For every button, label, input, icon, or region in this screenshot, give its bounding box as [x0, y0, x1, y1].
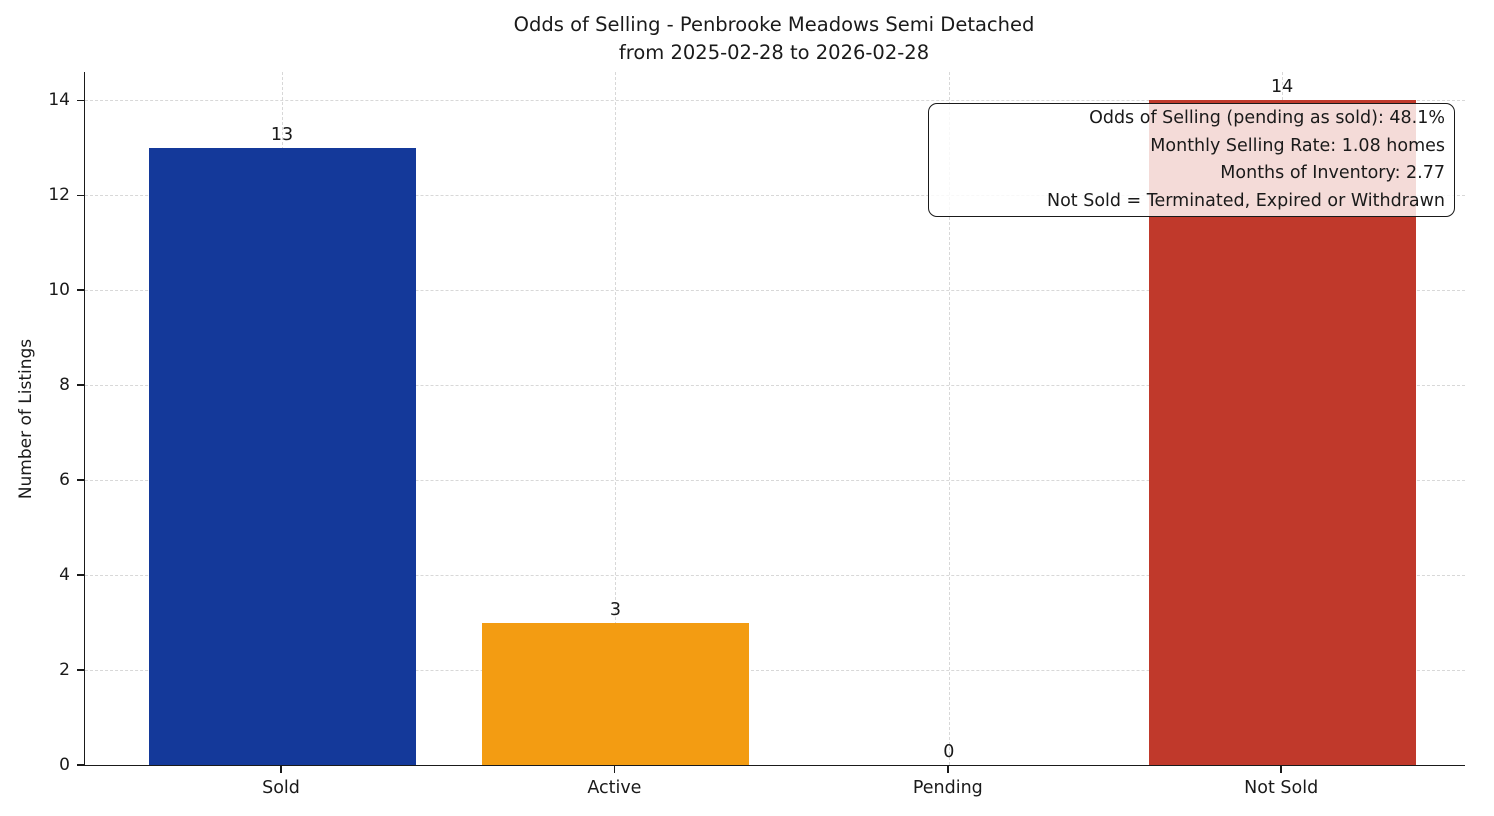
- x-tick-label-sold: Sold: [262, 778, 300, 798]
- y-tick: [77, 289, 84, 292]
- y-tick-label: 6: [59, 470, 70, 491]
- y-tick-label: 2: [59, 660, 70, 681]
- y-tick: [77, 574, 84, 577]
- annotation-line-odds: Odds of Selling (pending as sold): 48.1%: [1089, 108, 1445, 128]
- x-tick: [946, 765, 949, 773]
- annotation-line-notsold-def: Not Sold = Terminated, Expired or Withdr…: [1046, 190, 1445, 211]
- y-tick: [77, 764, 84, 766]
- horizontal-gridline: [85, 195, 1465, 197]
- chart-title-line1: Odds of Selling - Penbrooke Meadows Semi…: [513, 13, 1035, 36]
- y-tick-label: 10: [48, 280, 70, 301]
- x-tick-label-active: Active: [587, 778, 642, 798]
- y-tick-label: 14: [48, 90, 70, 111]
- vertical-gridline-pending: [948, 72, 950, 765]
- bar-active: [481, 622, 749, 765]
- annotation-line-rate: Monthly Selling Rate: 1.08 homes: [1150, 135, 1445, 156]
- bar-value-label-active: 3: [609, 599, 621, 620]
- bar-value-label-pending: 0: [943, 742, 955, 762]
- y-tick-label: 4: [59, 565, 70, 586]
- horizontal-gridline: [85, 385, 1465, 387]
- x-tick-label-not-sold: Not Sold: [1244, 778, 1319, 798]
- horizontal-gridline: [85, 290, 1465, 292]
- bar-value-label-sold: 13: [270, 124, 294, 145]
- annotation-line-inventory: Months of Inventory: 2.77: [1220, 163, 1445, 183]
- horizontal-gridline: [85, 480, 1465, 482]
- chart-title-line2: from 2025-02-28 to 2026-02-28: [618, 41, 930, 64]
- y-tick-label: 8: [59, 375, 70, 396]
- x-tick: [613, 765, 616, 773]
- x-tick: [1280, 765, 1283, 773]
- x-tick-label-pending: Pending: [912, 778, 983, 798]
- bar-value-label-not-sold: 14: [1271, 77, 1294, 98]
- x-tick: [280, 765, 282, 773]
- y-tick: [77, 99, 84, 102]
- y-tick-label: 0: [59, 755, 70, 775]
- y-tick-label: 12: [48, 185, 70, 206]
- y-tick: [77, 194, 84, 197]
- y-tick: [77, 669, 84, 671]
- y-tick: [77, 384, 84, 387]
- y-tick: [77, 479, 84, 482]
- annotation-box: Odds of Selling (pending as sold): 48.1%…: [928, 103, 1455, 217]
- horizontal-gridline: [85, 670, 1465, 672]
- chart-title: Odds of Selling - Penbrooke Meadows Semi…: [514, 11, 1035, 67]
- horizontal-gridline: [85, 100, 1465, 102]
- vertical-gridline-active: [615, 72, 617, 765]
- horizontal-gridline: [85, 575, 1465, 577]
- bar-sold: [148, 147, 416, 765]
